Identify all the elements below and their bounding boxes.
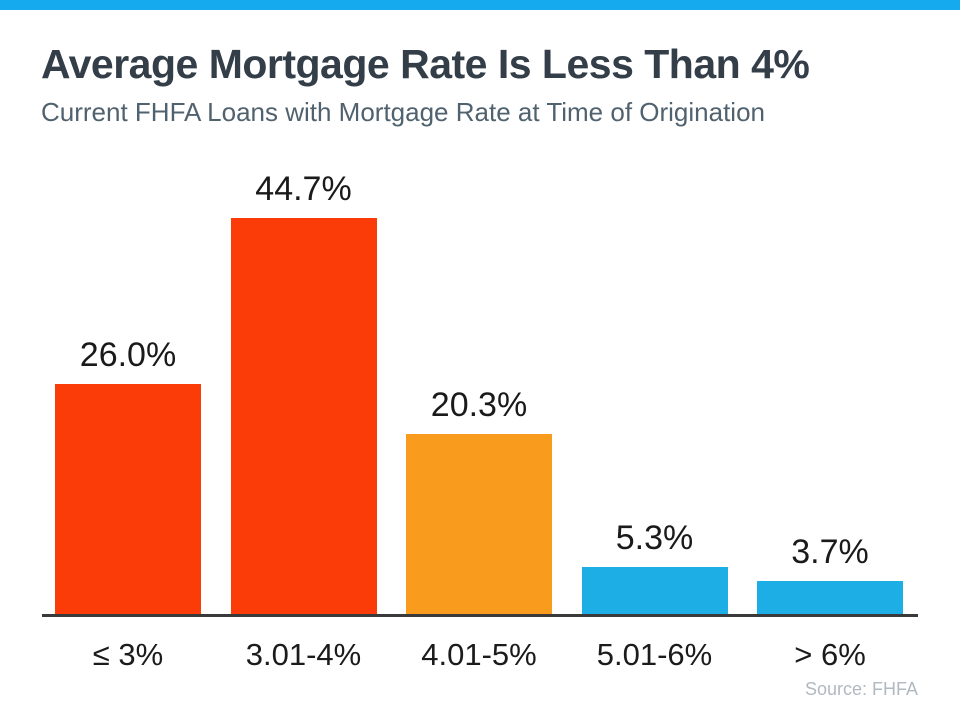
bar-value-label: 44.7% (255, 170, 352, 208)
bar (230, 218, 377, 614)
bar-column: 26.0% (55, 338, 201, 614)
x-axis-label: 3.01-4% (245, 637, 362, 672)
bar (757, 581, 903, 614)
bar-value-label: 3.7% (791, 533, 869, 571)
bar (55, 384, 201, 614)
x-axis-label: 5.01-6% (596, 637, 713, 672)
bar-column: 3.7% (757, 535, 903, 614)
bar-column: 20.3% (406, 388, 552, 614)
bar (406, 434, 552, 614)
bar-column: 44.7% (230, 170, 377, 614)
x-axis-label: 4.01-5% (421, 637, 537, 672)
bar-column: 5.3% (581, 519, 728, 614)
x-axis-label: > 6% (794, 637, 866, 672)
x-axis-label-row: ≤ 3% 3.01-4% 4.01-5% 5.01-6% > 6% (55, 637, 903, 672)
x-axis-line (42, 614, 918, 617)
chart-subtitle: Current FHFA Loans with Mortgage Rate at… (41, 97, 766, 127)
top-accent-bar (0, 0, 960, 10)
bar-chart-plot-area: 26.0% 44.7% 20.3% 5.3% 3.7% (55, 172, 903, 614)
bar-value-label: 5.3% (615, 519, 694, 557)
bar (581, 567, 728, 614)
bar-value-label: 20.3% (430, 386, 528, 424)
bar-value-label: 26.0% (79, 336, 177, 374)
chart-title: Average Mortgage Rate Is Less Than 4% (41, 41, 810, 87)
x-axis-label: ≤ 3% (92, 637, 164, 672)
source-caption: Source: FHFA (804, 679, 918, 699)
